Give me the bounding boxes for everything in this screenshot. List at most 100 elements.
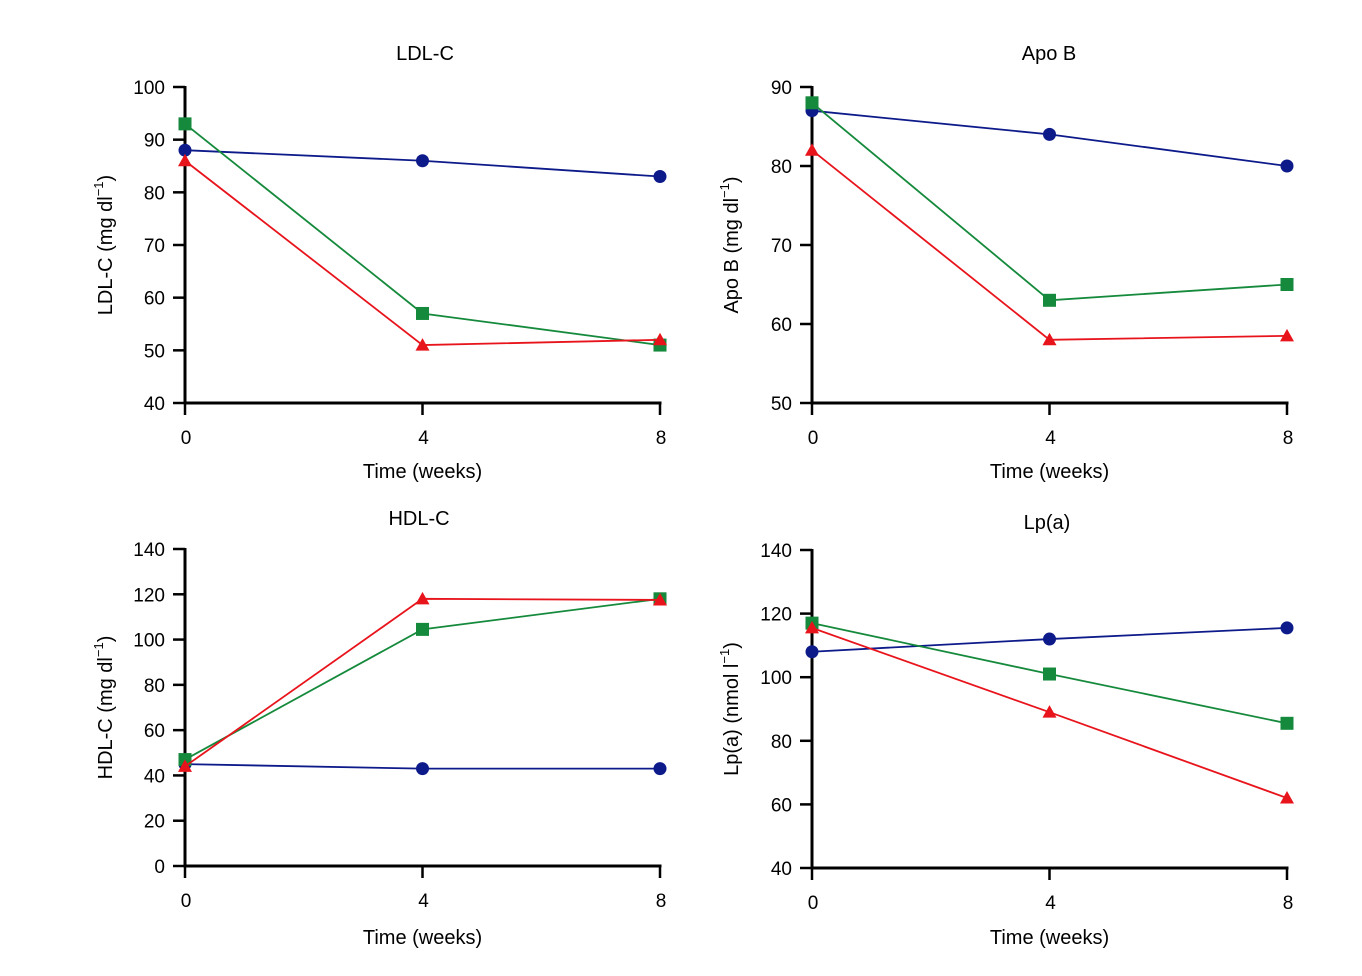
y-tick-label: 80	[144, 676, 165, 697]
y-tick-label: 20	[144, 812, 165, 833]
x-tick-label: 4	[418, 891, 429, 912]
y-tick-label: 50	[144, 341, 165, 362]
triangle-marker	[178, 759, 192, 772]
y-tick-label: 100	[760, 668, 792, 689]
square-marker	[178, 117, 192, 131]
y-tick-label: 80	[771, 157, 792, 178]
y-tick-label: 40	[144, 766, 165, 787]
square-marker	[1280, 716, 1294, 730]
x-tick-label: 4	[1045, 893, 1056, 914]
circle-marker	[416, 154, 429, 168]
triangle-marker	[805, 620, 819, 634]
circle-series	[805, 104, 1294, 173]
y-axis-label-text: LDL-C (mg dl	[95, 196, 117, 315]
y-tick-label: 70	[771, 236, 792, 257]
chart-title: HDL-C	[388, 508, 449, 530]
x-tick-label: 8	[1283, 428, 1294, 449]
y-axis-label: Lp(a) (nmol l−1)	[717, 642, 743, 776]
y-tick-label: 60	[771, 315, 792, 336]
triangle-marker	[178, 153, 192, 167]
y-tick-label: 60	[771, 795, 792, 816]
circle-marker	[416, 762, 429, 776]
x-tick-label: 4	[1045, 428, 1056, 449]
circle-marker	[1043, 127, 1056, 141]
circle-marker	[1043, 632, 1056, 646]
y-tick-label: 40	[771, 859, 792, 880]
y-tick-label: 0	[154, 857, 165, 878]
x-tick-label: 4	[418, 428, 429, 449]
y-tick-label: 40	[144, 394, 165, 415]
x-axis-label: Time (weeks)	[363, 927, 482, 949]
chart-title: Lp(a)	[1024, 512, 1071, 534]
y-tick-label: 100	[133, 631, 165, 652]
y-tick-label: 90	[144, 131, 165, 152]
x-tick-label: 0	[808, 428, 819, 449]
square-marker	[416, 622, 429, 636]
triangle-marker	[415, 591, 430, 605]
y-axis-label-text: HDL-C (mg dl	[95, 657, 117, 779]
circle-series	[178, 143, 667, 184]
y-tick-label: 80	[144, 183, 165, 204]
y-tick-label: 50	[771, 394, 792, 415]
circle-marker	[178, 143, 192, 157]
y-axis-label-text: Apo B (mg dl	[721, 198, 743, 314]
y-axis-label-close: )	[721, 176, 743, 183]
circle-marker	[653, 762, 667, 776]
chart-title: Apo B	[1022, 43, 1076, 65]
x-tick-label: 0	[808, 893, 819, 914]
triangle-marker	[653, 332, 667, 346]
circle-marker	[805, 645, 819, 659]
y-tick-label: 80	[771, 732, 792, 753]
hdl-c-panel: HDL-C 0 20 40 60 80 100 120 140 0 4 8 Time (weeks) HD…	[91, 508, 667, 949]
circle-marker	[1280, 621, 1294, 635]
triangle-marker	[1042, 705, 1057, 718]
y-axis-label-close: )	[95, 175, 117, 182]
series-line	[811, 149, 1288, 341]
triangle-marker	[1280, 791, 1294, 804]
circle-marker	[653, 170, 667, 184]
y-tick-label: 140	[133, 540, 165, 561]
lp-a-panel: Lp(a) 40 60 80 100 120 140 0 4 8 Time (weeks) Lp(a)…	[717, 512, 1294, 949]
x-tick-label: 8	[656, 428, 667, 449]
triangle-marker	[805, 143, 819, 156]
circle-series	[805, 621, 1294, 659]
y-axis-label: HDL-C (mg dl−1)	[91, 636, 117, 780]
y-axis-label-sup: −1	[717, 649, 732, 664]
triangle-series	[805, 620, 1294, 804]
apo-b-panel: Apo B 50 60 70 80 90 0 4 8 Time (weeks) Apo B (mg …	[717, 43, 1294, 483]
y-axis-label: Apo B (mg dl−1)	[717, 176, 743, 313]
square-series	[178, 592, 667, 767]
x-axis-label: Time (weeks)	[990, 927, 1109, 949]
triangle-marker	[1280, 328, 1294, 342]
circle-marker	[1280, 159, 1294, 173]
y-axis-label-text: Lp(a) (nmol l	[721, 664, 743, 776]
triangle-series	[805, 143, 1294, 346]
square-marker	[1043, 293, 1056, 307]
y-tick-label: 120	[133, 585, 165, 606]
y-tick-label: 120	[760, 605, 792, 626]
y-axis-label-sup: −1	[91, 642, 106, 657]
circle-series	[178, 757, 667, 776]
x-tick-label: 0	[181, 891, 192, 912]
square-series	[805, 96, 1294, 307]
y-tick-label: 60	[144, 289, 165, 310]
y-tick-label: 100	[133, 78, 165, 99]
square-marker	[416, 306, 429, 320]
triangle-series	[178, 153, 667, 351]
x-tick-label: 8	[656, 891, 667, 912]
y-axis-label-close: )	[95, 636, 117, 643]
triangle-marker	[415, 338, 430, 351]
y-axis-label-sup: −1	[91, 181, 106, 196]
triangle-marker	[653, 592, 667, 606]
triangle-series	[178, 591, 667, 772]
y-axis-label-close: )	[721, 642, 743, 649]
square-marker	[805, 96, 819, 110]
y-axis-label: LDL-C (mg dl−1)	[91, 175, 117, 315]
chart-title: LDL-C	[396, 43, 454, 65]
y-tick-label: 60	[144, 721, 165, 742]
square-marker	[1280, 278, 1294, 291]
x-tick-label: 0	[181, 428, 192, 449]
x-axis-label: Time (weeks)	[363, 461, 482, 483]
y-tick-label: 90	[771, 78, 792, 99]
square-marker	[1043, 667, 1056, 681]
